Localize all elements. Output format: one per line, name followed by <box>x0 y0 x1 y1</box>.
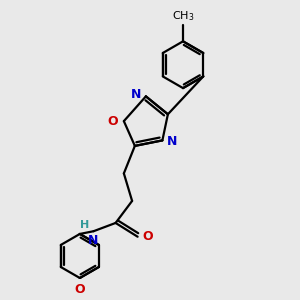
Text: N: N <box>131 88 142 101</box>
Text: N: N <box>167 135 177 148</box>
Text: O: O <box>142 230 153 243</box>
Text: O: O <box>108 115 118 128</box>
Text: CH$_3$: CH$_3$ <box>172 10 194 23</box>
Text: O: O <box>74 284 85 296</box>
Text: N: N <box>88 234 98 247</box>
Text: H: H <box>80 220 89 230</box>
